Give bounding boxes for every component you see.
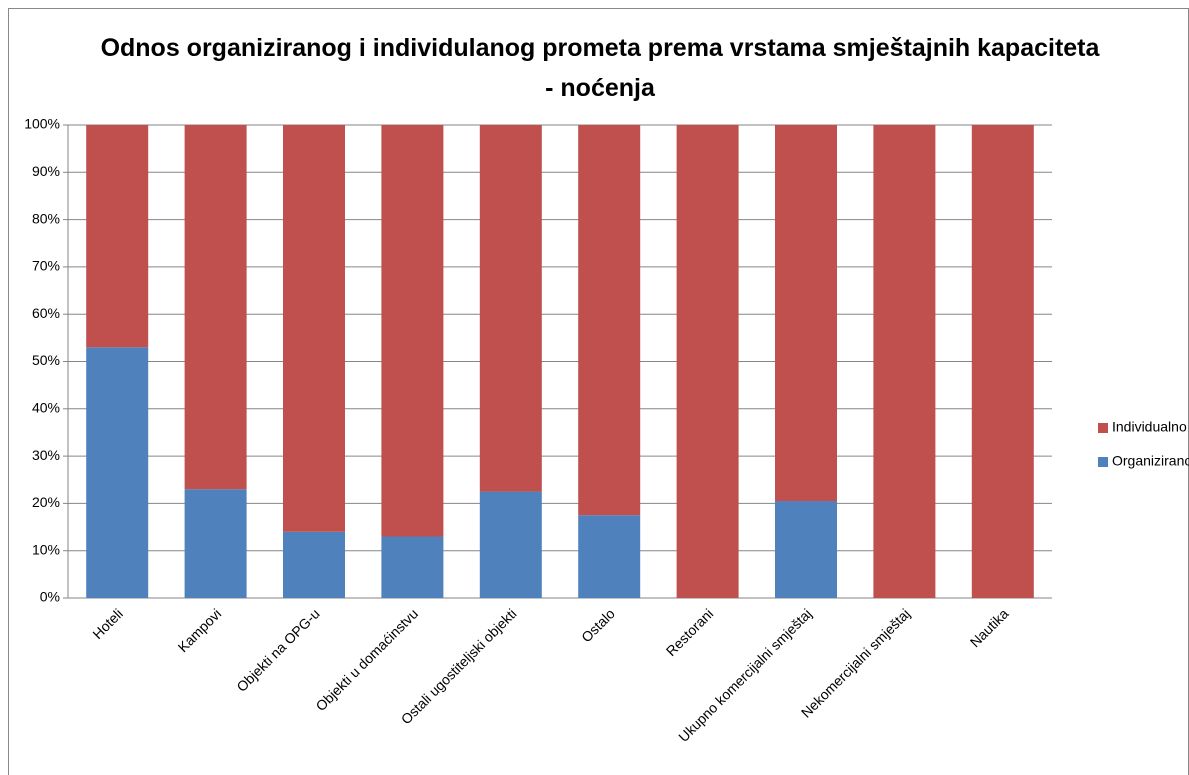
bar-segment: [283, 125, 345, 532]
bar-segment: [184, 125, 247, 490]
legend-label: Individualno: [1112, 419, 1187, 435]
y-tick-label: 10%: [32, 541, 60, 557]
bar-segment: [578, 125, 641, 516]
bar-segment: [479, 491, 542, 598]
bar-segment: [578, 515, 641, 598]
y-tick-label: 40%: [32, 400, 60, 416]
x-tick-label: Nekomercijalni smještaj: [798, 605, 913, 720]
legend-swatch: [1098, 457, 1108, 467]
chart-title: Odnos organiziranog i individulanog prom…: [100, 34, 1100, 102]
y-tick-label: 90%: [32, 163, 60, 179]
bar-segment: [184, 489, 247, 598]
bar-segment: [381, 125, 444, 537]
bar-segment: [381, 536, 444, 598]
bar-segment: [479, 125, 542, 492]
bar-segment: [775, 501, 837, 598]
bar-segment: [775, 125, 837, 502]
y-tick-label: 70%: [32, 258, 60, 274]
legend-label: Organizirano: [1112, 453, 1189, 469]
bar-segment: [283, 531, 345, 598]
y-tick-label: 20%: [32, 494, 60, 510]
legend-swatch: [1098, 423, 1108, 433]
x-tick-label: Nautika: [967, 605, 1012, 650]
bar-segment: [676, 125, 739, 598]
x-tick-label: Restorani: [663, 605, 717, 659]
bar-segment: [86, 125, 149, 348]
y-tick-label: 0%: [40, 589, 60, 605]
bar-segment: [86, 347, 149, 598]
x-tick-label: Hoteli: [89, 605, 126, 642]
y-tick-label: 50%: [32, 352, 60, 368]
x-tick-label: Ostali ugostiteljski objekti: [398, 605, 520, 727]
x-tick-label: Kampovi: [175, 605, 225, 655]
y-tick-label: 80%: [32, 210, 60, 226]
bar-segment: [971, 125, 1034, 598]
x-tick-label: Objekti u domaćinstvu: [312, 605, 421, 714]
y-tick-label: 30%: [32, 447, 60, 463]
y-tick-label: 100%: [24, 116, 60, 132]
y-tick-label: 60%: [32, 305, 60, 321]
x-tick-label: Objekti na OPG-u: [233, 605, 322, 694]
bar-segment: [873, 125, 936, 598]
x-tick-label: Ostalo: [578, 605, 618, 645]
